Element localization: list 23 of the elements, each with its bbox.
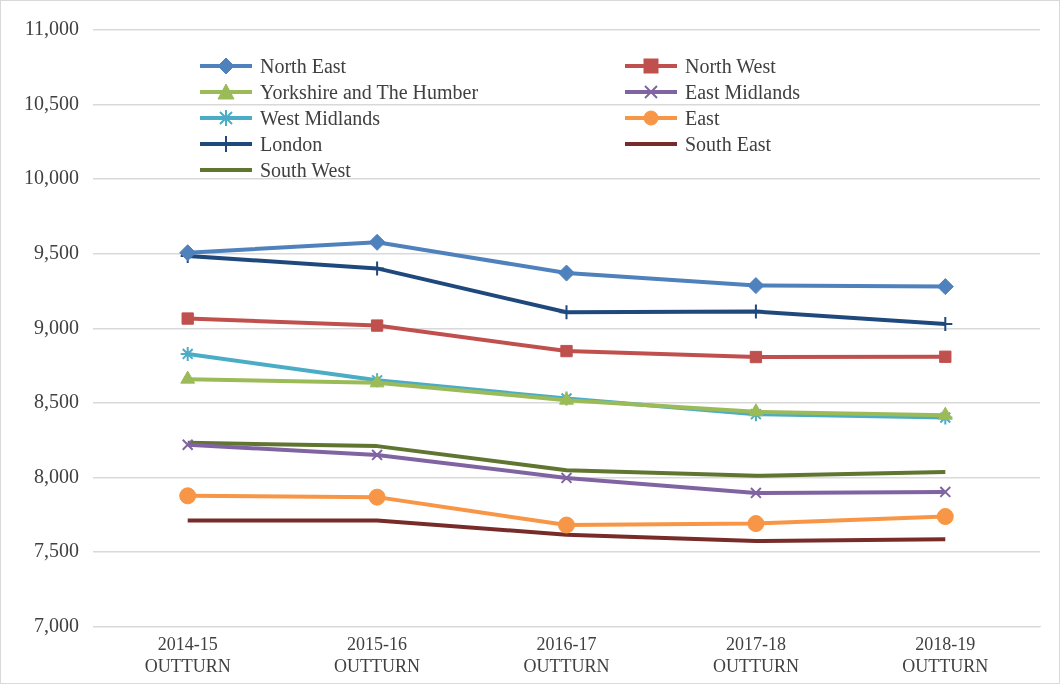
legend-label: West Midlands (260, 106, 381, 130)
x-tick-label: 2017-18 OUTTURN (712, 634, 799, 676)
legend-label: London (260, 132, 323, 156)
y-tick-label: 9,500 (34, 241, 79, 264)
legend-label: North East (260, 54, 347, 78)
legend-label: South West (260, 158, 351, 182)
y-tick-label: 10,000 (24, 166, 79, 189)
x-tick-label: 2014-15 OUTTURN (144, 634, 231, 676)
legend-label: South East (685, 132, 772, 156)
y-tick-label: 10,500 (24, 91, 79, 114)
y-tick-label: 11,000 (24, 17, 79, 40)
y-tick-label: 8,000 (34, 464, 79, 487)
x-tick-label: 2015-16 OUTTURN (334, 634, 421, 676)
y-tick-label: 7,500 (34, 539, 79, 562)
x-tick-label: 2016-17 OUTTURN (523, 634, 610, 676)
legend-label: Yorkshire and The Humber (260, 80, 479, 104)
legend-label: North West (685, 54, 776, 78)
legend-label: East (685, 106, 720, 130)
x-tick-label: 2018-19 OUTTURN (902, 634, 989, 676)
y-tick-label: 8,500 (34, 390, 79, 413)
y-tick-label: 7,000 (34, 614, 79, 637)
y-tick-label: 9,000 (34, 315, 79, 338)
legend-label: East Midlands (685, 80, 800, 104)
